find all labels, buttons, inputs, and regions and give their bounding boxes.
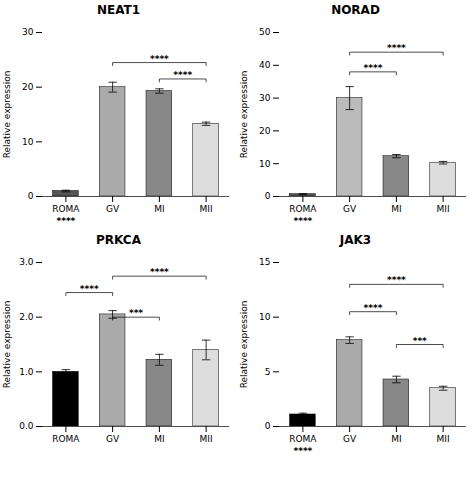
svg-text:0: 0	[265, 191, 271, 201]
svg-text:ROMA: ROMA	[52, 434, 80, 444]
svg-text:****: ****	[150, 54, 169, 64]
svg-text:Relative expression: Relative expression	[239, 71, 249, 159]
svg-text:MII: MII	[437, 434, 450, 444]
svg-text:MI: MI	[391, 204, 401, 214]
svg-text:***: ***	[413, 336, 427, 346]
svg-text:0.0: 0.0	[19, 421, 34, 431]
svg-text:40: 40	[259, 60, 271, 70]
svg-text:****: ****	[387, 43, 406, 53]
svg-text:GV: GV	[106, 434, 120, 444]
svg-text:****: ****	[364, 63, 383, 73]
svg-text:1.0: 1.0	[19, 367, 34, 377]
svg-text:MII: MII	[200, 204, 213, 214]
svg-text:20: 20	[22, 82, 34, 92]
html-text:NEAT1: NEAT1	[96, 3, 141, 17]
html-text:NORAD: NORAD	[331, 3, 380, 17]
svg-text:5: 5	[265, 367, 271, 377]
svg-text:Relative expression: Relative expression	[2, 71, 12, 159]
svg-text:3.0: 3.0	[19, 257, 34, 267]
svg-text:***: ***	[129, 308, 143, 318]
svg-text:Relative expression: Relative expression	[239, 301, 249, 389]
svg-text:MI: MI	[154, 204, 164, 214]
svg-text:GV: GV	[343, 434, 357, 444]
svg-text:MI: MI	[154, 434, 164, 444]
svg-text:15: 15	[259, 257, 270, 267]
svg-text:****: ****	[173, 70, 192, 80]
html-text:JAK3: JAK3	[339, 233, 372, 247]
svg-text:GV: GV	[343, 204, 357, 214]
svg-text:Relative expression: Relative expression	[2, 301, 12, 389]
svg-text:50: 50	[259, 27, 271, 37]
svg-text:****: ****	[293, 216, 312, 226]
svg-text:0: 0	[265, 421, 271, 431]
svg-text:****: ****	[387, 275, 406, 285]
svg-text:10: 10	[22, 137, 34, 147]
svg-text:0: 0	[28, 191, 34, 201]
svg-text:ROMA: ROMA	[289, 204, 317, 214]
svg-text:GV: GV	[106, 204, 120, 214]
svg-text:10: 10	[259, 159, 271, 169]
svg-text:****: ****	[293, 446, 312, 456]
svg-text:****: ****	[56, 216, 75, 226]
svg-text:MII: MII	[200, 434, 213, 444]
svg-text:****: ****	[150, 267, 169, 277]
svg-text:ROMA: ROMA	[289, 434, 317, 444]
svg-text:30: 30	[22, 27, 34, 37]
svg-text:2.0: 2.0	[19, 312, 34, 322]
svg-text:MI: MI	[391, 434, 401, 444]
svg-text:ROMA: ROMA	[52, 204, 80, 214]
svg-text:****: ****	[80, 284, 99, 294]
svg-text:20: 20	[259, 126, 271, 136]
svg-text:30: 30	[259, 93, 271, 103]
svg-text:****: ****	[364, 303, 383, 313]
html-text:PRKCA: PRKCA	[96, 233, 141, 247]
svg-text:MII: MII	[437, 204, 450, 214]
svg-text:10: 10	[259, 312, 271, 322]
